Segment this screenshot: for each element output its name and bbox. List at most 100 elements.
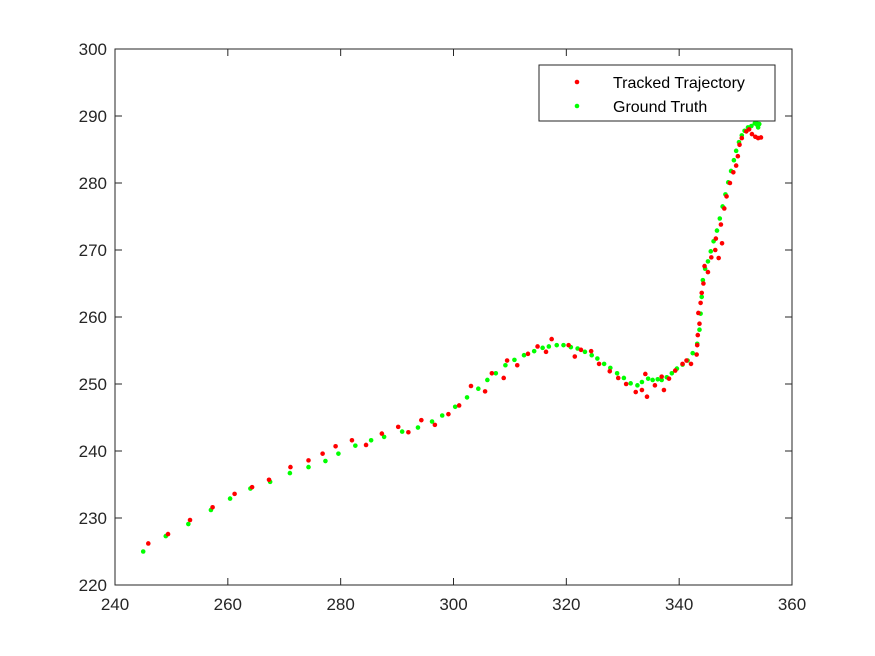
data-point <box>615 375 621 381</box>
data-point <box>572 354 578 359</box>
data-point <box>722 206 727 211</box>
data-point <box>739 135 745 141</box>
data-point <box>323 458 328 464</box>
x-tick-label: 340 <box>665 595 693 614</box>
data-point <box>758 135 764 140</box>
x-tick-label: 280 <box>326 595 354 614</box>
data-point <box>446 411 451 417</box>
y-tick-label: 240 <box>79 442 107 461</box>
data-point <box>165 531 171 537</box>
data-point <box>456 403 462 408</box>
data-point <box>493 370 499 376</box>
data-point <box>512 357 517 363</box>
data-point <box>643 371 648 377</box>
data-point <box>621 375 627 381</box>
data-point <box>232 491 237 497</box>
data-point <box>690 350 696 356</box>
data-point <box>503 362 508 368</box>
data-point <box>644 394 650 400</box>
data-point <box>227 496 233 501</box>
data-point <box>429 419 435 424</box>
data-point <box>733 148 739 154</box>
data-point <box>731 157 737 163</box>
data-point <box>701 281 706 286</box>
data-point <box>210 504 215 510</box>
data-point <box>697 321 702 327</box>
data-point <box>754 120 759 125</box>
data-point <box>531 348 537 354</box>
data-point <box>697 327 702 333</box>
data-point <box>306 458 311 463</box>
data-point <box>186 521 191 527</box>
data-point <box>320 451 325 456</box>
data-point <box>596 361 602 367</box>
data-point <box>540 345 545 351</box>
data-point <box>379 431 385 436</box>
data-point <box>719 241 725 246</box>
plot-area <box>114 48 793 586</box>
data-point <box>749 131 755 137</box>
series-tracked-trajectory <box>145 127 764 546</box>
data-point <box>655 377 661 382</box>
legend-marker-tracked <box>574 79 580 85</box>
data-point <box>399 429 405 434</box>
data-point <box>650 377 655 383</box>
data-point <box>735 153 741 159</box>
data-point <box>476 386 481 391</box>
data-point <box>140 549 146 554</box>
y-tick-label: 280 <box>79 174 107 193</box>
data-point <box>688 361 694 367</box>
data-point <box>635 383 640 388</box>
data-point <box>724 194 729 199</box>
data-point <box>716 255 721 261</box>
data-point <box>353 443 358 448</box>
legend-label-ground-truth: Ground Truth <box>613 99 707 116</box>
data-point <box>666 376 672 381</box>
data-points <box>140 120 764 554</box>
data-point <box>684 358 689 363</box>
data-point <box>554 342 560 348</box>
data-point <box>543 349 549 355</box>
data-point <box>695 332 701 338</box>
data-point <box>639 387 645 393</box>
data-point <box>659 374 664 379</box>
legend-label-tracked: Tracked Trajectory <box>613 75 745 92</box>
data-point <box>432 422 438 428</box>
x-tick-label: 320 <box>552 595 580 614</box>
data-point <box>535 344 540 349</box>
data-point <box>406 429 411 435</box>
data-point <box>419 417 424 423</box>
data-point <box>661 387 667 393</box>
y-tick-label: 290 <box>79 107 107 126</box>
data-point <box>607 368 613 374</box>
data-point <box>746 127 752 132</box>
data-point <box>489 370 495 376</box>
data-point <box>549 336 554 342</box>
data-point <box>501 375 507 381</box>
data-point <box>705 259 711 264</box>
legend-marker-ground-truth <box>574 103 580 109</box>
data-point <box>566 342 571 348</box>
x-axis: 240 260 280 300 320 340 360 <box>101 49 806 614</box>
data-point <box>712 247 718 253</box>
data-point <box>628 381 633 386</box>
data-point <box>589 352 595 358</box>
data-point <box>306 464 311 470</box>
legend: Tracked Trajectory Ground Truth <box>538 64 776 122</box>
data-point <box>694 352 699 357</box>
data-point <box>680 361 685 367</box>
data-point <box>333 444 338 449</box>
y-tick-label: 250 <box>79 375 107 394</box>
data-point <box>582 349 588 355</box>
x-tick-label: 260 <box>214 595 242 614</box>
data-point <box>645 376 651 381</box>
data-point <box>669 370 675 376</box>
data-point <box>464 395 470 400</box>
data-point <box>733 163 739 168</box>
x-tick-label: 300 <box>439 595 467 614</box>
data-point <box>588 348 594 354</box>
data-point <box>525 351 531 357</box>
data-point <box>287 470 293 476</box>
data-point <box>731 169 736 175</box>
